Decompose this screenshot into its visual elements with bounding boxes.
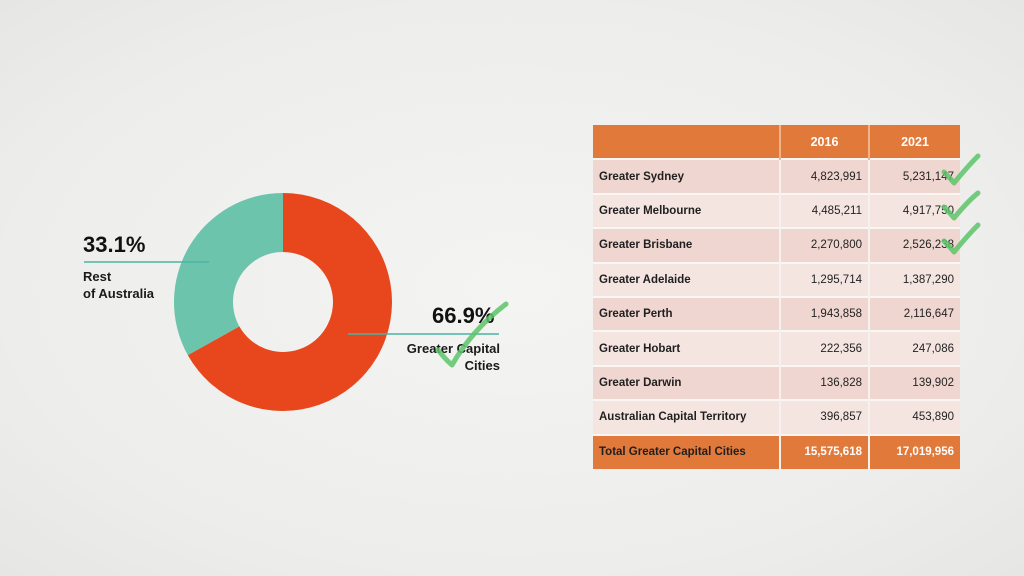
row-value-2016: 4,823,991: [780, 159, 870, 194]
table-row: Greater Darwin 136,828 139,902: [593, 365, 960, 401]
row-name: Greater Perth: [593, 296, 781, 332]
table-header-row: 2016 2021: [593, 125, 960, 160]
row-name: Greater Melbourne: [593, 193, 781, 229]
row-name: Greater Brisbane: [593, 228, 781, 263]
row-value-2021: 139,902: [869, 365, 960, 401]
row-value-2021: 2,116,647: [869, 296, 960, 332]
row-value-2016: 396,857: [780, 400, 870, 435]
header-2021: 2021: [869, 125, 960, 160]
row-value-2016: 1,295,714: [780, 262, 870, 297]
row-value-2016: 222,356: [780, 331, 870, 366]
header-blank: [593, 125, 781, 160]
total-value-2021: 17,019,956: [869, 434, 960, 469]
row-value-2016: 2,270,800: [780, 228, 870, 263]
header-2016: 2016: [780, 125, 870, 160]
capital-label-line2: Cities: [464, 358, 500, 373]
rest-of-australia-label: Rest of Australia: [83, 268, 203, 302]
rest-label-line2: of Australia: [83, 286, 155, 301]
table-total-row: Total Greater Capital Cities 15,575,618 …: [593, 434, 960, 469]
row-name: Australian Capital Territory: [593, 400, 781, 435]
table-row: Greater Sydney 4,823,991 5,231,147: [593, 159, 960, 194]
population-table: 2016 2021 Greater Sydney 4,823,991 5,231…: [593, 125, 960, 469]
row-value-2021: 4,917,750: [869, 193, 960, 229]
row-value-2016: 1,943,858: [780, 296, 870, 332]
total-value-2016: 15,575,618: [780, 434, 870, 469]
table-row: Greater Adelaide 1,295,714 1,387,290: [593, 262, 960, 297]
row-name: Greater Darwin: [593, 365, 781, 401]
table-row: Greater Brisbane 2,270,800 2,526,238: [593, 228, 960, 263]
row-name: Greater Adelaide: [593, 262, 781, 297]
table-row: Greater Perth 1,943,858 2,116,647: [593, 296, 960, 332]
row-name: Greater Hobart: [593, 331, 781, 366]
capital-percentage-label: 66.9%: [432, 303, 495, 328]
row-value-2016: 136,828: [780, 365, 870, 401]
greater-capital-cities-label: Greater Capital Cities: [380, 340, 500, 374]
row-value-2021: 1,387,290: [869, 262, 960, 297]
rest-percentage-label: 33.1%: [83, 232, 146, 257]
table-row: Australian Capital Territory 396,857 453…: [593, 400, 960, 435]
total-name: Total Greater Capital Cities: [593, 434, 781, 469]
row-value-2021: 453,890: [869, 400, 960, 435]
table-row: Greater Melbourne 4,485,211 4,917,750: [593, 193, 960, 229]
row-value-2021: 247,086: [869, 331, 960, 366]
donut-slice-greater-capital-cities: [187, 193, 393, 412]
capital-label-line1: Greater Capital: [406, 341, 500, 356]
table-row: Greater Hobart 222,356 247,086: [593, 331, 960, 366]
row-value-2021: 5,231,147: [869, 159, 960, 194]
row-name: Greater Sydney: [593, 159, 781, 194]
row-value-2016: 4,485,211: [780, 193, 870, 229]
rest-label-line1: Rest: [83, 269, 112, 284]
donut-slice-rest-of-australia: [174, 193, 283, 356]
row-value-2021: 2,526,238: [869, 228, 960, 263]
